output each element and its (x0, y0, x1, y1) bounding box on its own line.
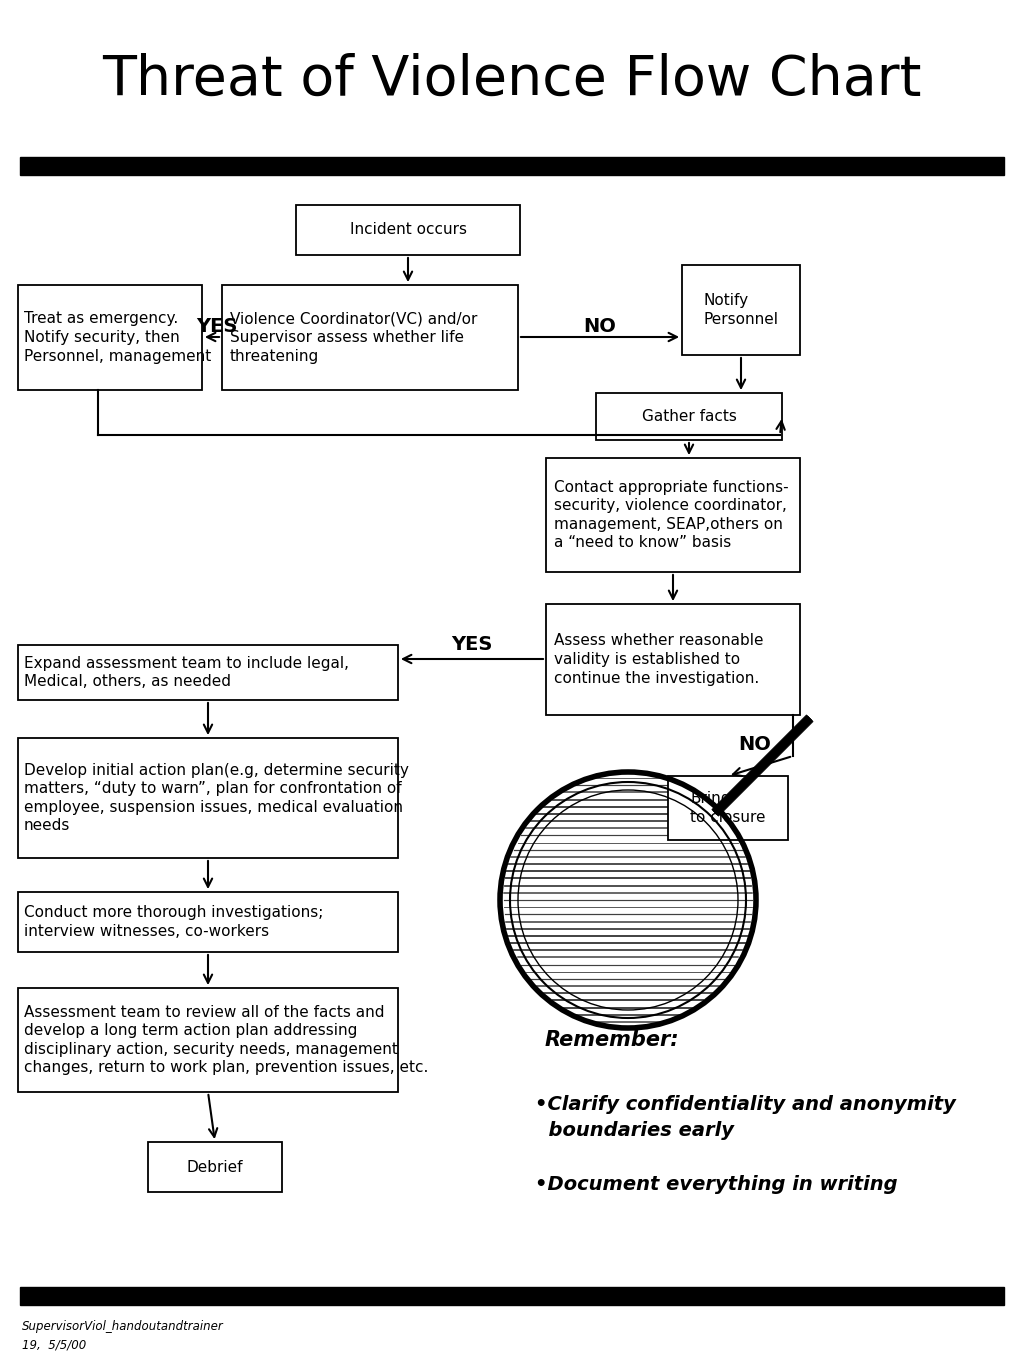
FancyBboxPatch shape (546, 459, 800, 572)
Text: Treat as emergency.
Notify security, then
Personnel, management: Treat as emergency. Notify security, the… (24, 311, 211, 363)
Bar (20, 1287, 1004, 1305)
Text: Develop initial action plan(e.g, determine security
matters, “duty to warn”, pla: Develop initial action plan(e.g, determi… (24, 763, 409, 834)
Text: Bring
to closure: Bring to closure (690, 792, 766, 824)
FancyBboxPatch shape (18, 285, 202, 390)
FancyBboxPatch shape (546, 603, 800, 715)
FancyBboxPatch shape (596, 393, 782, 440)
Text: Incident occurs: Incident occurs (349, 222, 467, 238)
Text: YES: YES (452, 636, 493, 654)
FancyBboxPatch shape (18, 988, 398, 1092)
Text: Gather facts: Gather facts (642, 410, 736, 425)
FancyBboxPatch shape (18, 891, 398, 951)
Text: YES: YES (197, 318, 238, 337)
Text: •Document everything in writing: •Document everything in writing (535, 1175, 898, 1194)
FancyBboxPatch shape (18, 738, 398, 859)
Text: Threat of Violence Flow Chart: Threat of Violence Flow Chart (102, 53, 922, 106)
Text: Assess whether reasonable
validity is established to
continue the investigation.: Assess whether reasonable validity is es… (554, 633, 764, 685)
Text: Contact appropriate functions-
security, violence coordinator,
management, SEAP,: Contact appropriate functions- security,… (554, 479, 788, 550)
FancyBboxPatch shape (222, 285, 518, 390)
Text: NO: NO (584, 318, 616, 337)
FancyBboxPatch shape (668, 775, 788, 839)
Text: Expand assessment team to include legal,
Medical, others, as needed: Expand assessment team to include legal,… (24, 655, 349, 689)
FancyBboxPatch shape (296, 205, 520, 255)
Text: Assessment team to review all of the facts and
develop a long term action plan a: Assessment team to review all of the fac… (24, 1005, 428, 1076)
Text: Notify
Personnel: Notify Personnel (703, 293, 778, 326)
Text: NO: NO (738, 736, 771, 755)
Text: Remember:: Remember: (545, 1031, 680, 1050)
Text: Violence Coordinator(VC) and/or
Supervisor assess whether life
threatening: Violence Coordinator(VC) and/or Supervis… (230, 311, 477, 363)
Text: Conduct more thorough investigations;
interview witnesses, co-workers: Conduct more thorough investigations; in… (24, 905, 324, 939)
FancyBboxPatch shape (148, 1143, 282, 1192)
Bar (20, 157, 1004, 175)
FancyBboxPatch shape (18, 646, 398, 700)
Text: Debrief: Debrief (186, 1159, 244, 1174)
Text: SupervisorViol_handoutandtrainer
19,  5/5/00: SupervisorViol_handoutandtrainer 19, 5/5… (22, 1320, 224, 1351)
Text: •Clarify confidentiality and anonymity
  boundaries early: •Clarify confidentiality and anonymity b… (535, 1095, 955, 1141)
FancyBboxPatch shape (682, 265, 800, 355)
